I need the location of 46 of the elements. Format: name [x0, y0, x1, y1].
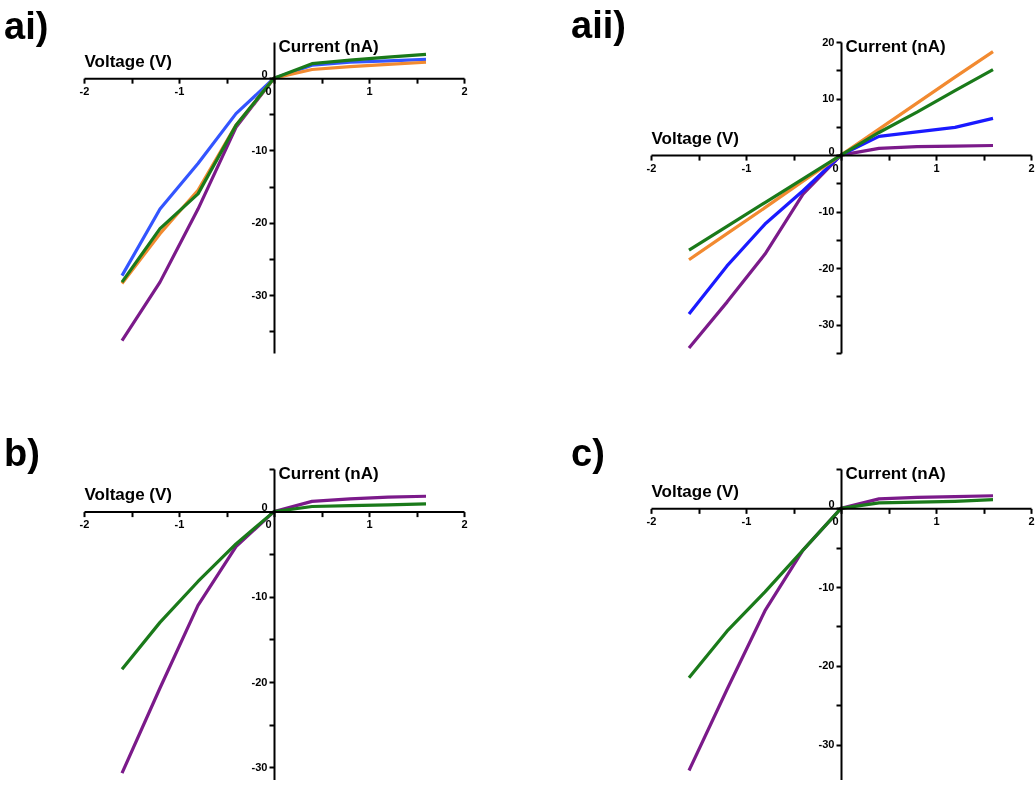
x-tick-label: 1 — [366, 84, 373, 97]
x-tick-label: 1 — [933, 161, 940, 174]
y-tick-label: -20 — [251, 675, 268, 688]
x-axis-title: Voltage (V) — [84, 51, 173, 71]
x-tick-label: -2 — [79, 518, 90, 531]
y-axis-title: Current (nA) — [845, 36, 946, 56]
y-tick-label: 20 — [822, 35, 835, 48]
x-tick-label: -1 — [174, 518, 185, 531]
y-tick-label: -20 — [818, 261, 835, 274]
x-tick-label: -1 — [174, 84, 185, 97]
y-tick-label: -10 — [818, 205, 835, 218]
y-axis-title: Current (nA) — [845, 463, 946, 483]
x-tick-label: 2 — [461, 518, 468, 531]
chart-title: c) — [571, 432, 605, 474]
y-axis-title: Current (nA) — [278, 36, 379, 56]
y-tick-label: 0 — [828, 144, 835, 157]
y-tick-label: 0 — [828, 497, 835, 510]
y-tick-label: -30 — [251, 288, 268, 301]
y-tick-label: -30 — [818, 318, 835, 331]
x-tick-label: 2 — [1028, 161, 1035, 174]
chart-title: b) — [4, 432, 40, 474]
chart-title: aii) — [571, 4, 627, 46]
y-tick-label: -30 — [251, 760, 268, 773]
y-tick-label: -10 — [251, 590, 268, 603]
y-tick-label: 0 — [261, 501, 268, 514]
x-tick-label: -1 — [741, 161, 752, 174]
x-axis-title: Voltage (V) — [651, 481, 740, 501]
y-tick-label: -30 — [818, 738, 835, 751]
x-tick-label: 2 — [1028, 514, 1035, 527]
x-tick-label: -1 — [741, 514, 752, 527]
x-tick-label: -2 — [646, 161, 657, 174]
x-tick-label: 1 — [366, 518, 373, 531]
y-tick-label: -20 — [818, 659, 835, 672]
chart-title: ai) — [4, 5, 49, 47]
y-tick-label: -10 — [251, 143, 268, 156]
y-tick-label: -20 — [251, 216, 268, 229]
x-tick-label: 1 — [933, 514, 940, 527]
x-tick-label: 2 — [461, 84, 468, 97]
x-axis-title: Voltage (V) — [84, 485, 173, 505]
y-tick-label: 0 — [261, 67, 268, 80]
y-tick-label: 10 — [822, 92, 835, 105]
x-tick-label: -2 — [79, 84, 90, 97]
y-axis-title: Current (nA) — [278, 463, 379, 483]
x-tick-label: -2 — [646, 514, 657, 527]
y-tick-label: -10 — [818, 580, 835, 593]
x-axis-title: Voltage (V) — [651, 128, 740, 148]
